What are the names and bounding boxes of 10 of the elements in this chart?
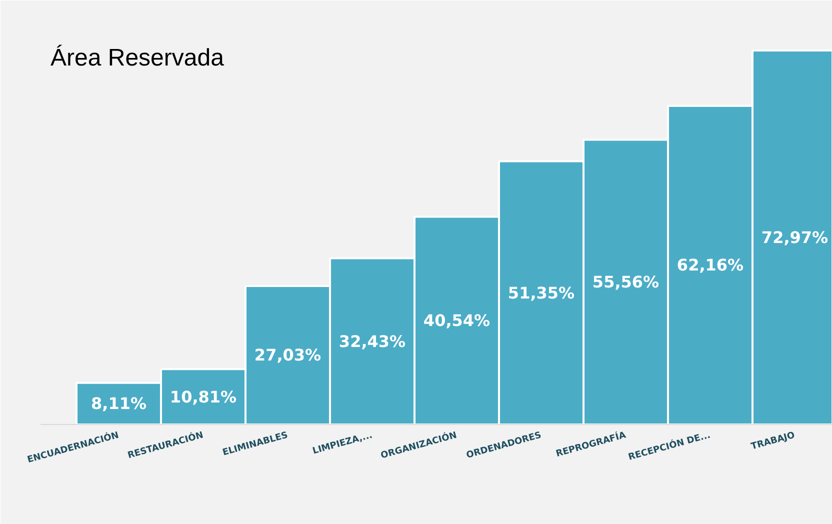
- data-label: 32,43%: [338, 332, 406, 351]
- data-label: 62,16%: [676, 256, 744, 275]
- data-label: 27,03%: [254, 346, 322, 365]
- data-label: 40,54%: [423, 311, 490, 330]
- data-label: 72,97%: [761, 228, 828, 247]
- data-label: 10,81%: [170, 387, 237, 406]
- data-label: 8,11%: [90, 394, 147, 414]
- chart-title: Área Reservada: [50, 44, 225, 72]
- data-label: 55,56%: [592, 272, 660, 292]
- data-label: 51,35%: [508, 283, 575, 302]
